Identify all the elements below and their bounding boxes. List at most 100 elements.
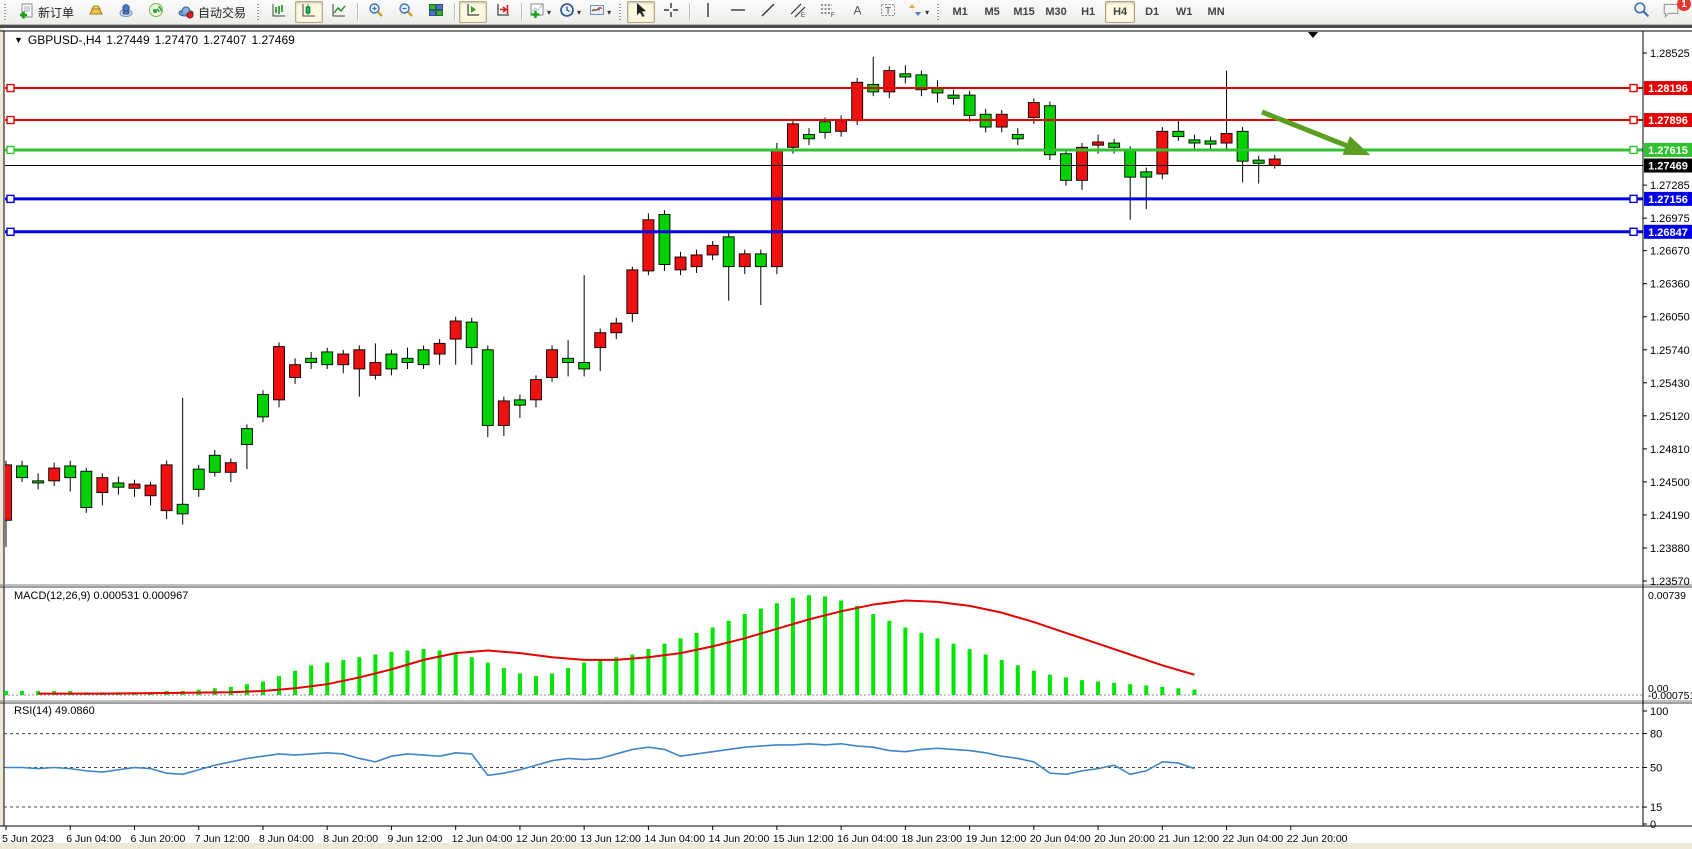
svg-text:1.24190: 1.24190	[1650, 510, 1690, 522]
toolbar-grip[interactable]	[618, 4, 624, 20]
fibonacci-button[interactable]: F	[814, 1, 842, 23]
arrows-button[interactable]: ▾	[904, 1, 932, 23]
auto-scroll-button[interactable]	[459, 1, 488, 23]
timeframe-h4[interactable]: H4	[1105, 1, 1136, 23]
crosshair-button[interactable]	[657, 1, 685, 23]
text-label-button[interactable]: T	[874, 1, 902, 23]
timeframe-m5[interactable]: M5	[984, 6, 1000, 18]
timeframe-h1[interactable]: H1	[1081, 6, 1096, 18]
svg-text:80: 80	[1650, 729, 1662, 741]
zoom-out-icon	[398, 2, 414, 23]
navigator-button[interactable]	[112, 1, 140, 23]
vertical-line-button[interactable]	[694, 1, 722, 23]
new-order-icon	[18, 3, 34, 22]
svg-text:0: 0	[1650, 819, 1656, 831]
search-button[interactable]	[1627, 1, 1655, 23]
svg-text:1.25120: 1.25120	[1650, 411, 1690, 423]
vertical-line-icon	[700, 2, 716, 23]
timeframe-group: M1 M5 M15 M30 H1 H4 D1 W1 MN	[944, 1, 1232, 23]
signals-icon	[148, 2, 164, 23]
equidistant-channel-button[interactable]: E	[784, 1, 812, 23]
text-button[interactable]: A	[844, 1, 872, 23]
candlestick-chart-button[interactable]	[295, 1, 324, 23]
symbol-timeframe: GBPUSD-,H4	[27, 33, 102, 47]
crosshair-icon	[663, 2, 679, 23]
timeframe-w1[interactable]: W1	[1175, 6, 1193, 18]
horizontal-line-icon	[730, 2, 746, 23]
svg-text:21 Jun 12:00: 21 Jun 12:00	[1158, 833, 1219, 845]
new-order-button[interactable]: 新订单	[12, 1, 80, 23]
svg-text:1.28525: 1.28525	[1650, 48, 1690, 60]
trendline-icon	[760, 2, 776, 23]
svg-text:100: 100	[1650, 706, 1668, 718]
indicators-dropdown-caret[interactable]: ▾	[547, 7, 552, 17]
line-chart-button[interactable]	[325, 1, 353, 23]
templates-dropdown-caret[interactable]: ▾	[607, 7, 612, 17]
zoom-out-button[interactable]	[392, 1, 420, 23]
svg-text:22 Jun 20:00: 22 Jun 20:00	[1287, 833, 1348, 845]
chart-plot-area[interactable]: 1.28525 1.27285 1.26975 1.26670 1.26360 1.260…	[0, 28, 1692, 849]
svg-text:19 Jun 12:00: 19 Jun 12:00	[966, 833, 1027, 845]
trendline-button[interactable]	[754, 1, 782, 23]
svg-text:1.24500: 1.24500	[1650, 477, 1690, 489]
svg-text:1.26050: 1.26050	[1650, 312, 1690, 324]
svg-text:16 Jun 04:00: 16 Jun 04:00	[837, 833, 898, 845]
periods-dropdown-caret[interactable]: ▾	[577, 7, 582, 17]
ohlc-low: 1.27407	[203, 33, 247, 47]
market-watch-button[interactable]	[82, 1, 110, 23]
auto-trading-button[interactable]: 自动交易	[172, 1, 252, 23]
zoom-in-button[interactable]	[362, 1, 390, 23]
svg-text:14 Jun 04:00: 14 Jun 04:00	[644, 833, 705, 845]
toolbar-grip[interactable]	[936, 4, 942, 20]
svg-text:12 Jun 04:00: 12 Jun 04:00	[452, 833, 513, 845]
svg-text:1.24810: 1.24810	[1650, 444, 1690, 456]
timeframe-mn[interactable]: MN	[1207, 6, 1225, 18]
ohlc-high: 1.27470	[154, 33, 199, 47]
svg-text:0.00739: 0.00739	[1648, 590, 1686, 602]
svg-text:1.26847: 1.26847	[1648, 227, 1688, 239]
templates-icon	[589, 2, 605, 23]
svg-text:14 Jun 20:00: 14 Jun 20:00	[709, 833, 770, 845]
toolbar-grip[interactable]	[256, 4, 262, 20]
text-label-icon: T	[880, 2, 896, 23]
svg-text:8 Jun 04:00: 8 Jun 04:00	[259, 833, 314, 845]
notifications-button[interactable]: 1	[1657, 0, 1691, 23]
equidistant-channel-icon: E	[790, 2, 806, 23]
svg-text:A: A	[854, 3, 862, 17]
timeframe-m15[interactable]: M15	[1013, 6, 1035, 18]
svg-text:E: E	[801, 13, 805, 18]
svg-text:1.25430: 1.25430	[1650, 378, 1690, 390]
chart-shift-button[interactable]	[489, 1, 517, 23]
bar-chart-button[interactable]	[265, 1, 293, 23]
svg-text:0.00: 0.00	[1648, 683, 1669, 695]
svg-text:F: F	[831, 13, 835, 18]
tile-windows-button[interactable]	[422, 1, 450, 23]
svg-text:8 Jun 20:00: 8 Jun 20:00	[323, 833, 378, 845]
svg-text:1.23570: 1.23570	[1650, 576, 1690, 588]
indicators-button[interactable]: ▾	[526, 1, 554, 23]
timeframe-m1[interactable]: M1	[952, 6, 968, 18]
toolbar-grip[interactable]	[3, 4, 8, 20]
toolbar-divider	[0, 25, 1692, 28]
timeframe-d1[interactable]: D1	[1145, 6, 1160, 18]
templates-button[interactable]: ▾	[586, 1, 614, 23]
timeframe-m30[interactable]: M30	[1045, 6, 1067, 18]
svg-text:20 Jun 04:00: 20 Jun 04:00	[1030, 833, 1091, 845]
periods-button[interactable]: ▾	[556, 1, 584, 23]
signals-button[interactable]	[142, 1, 170, 23]
svg-text:12 Jun 20:00: 12 Jun 20:00	[516, 833, 577, 845]
svg-text:13 Jun 12:00: 13 Jun 12:00	[580, 833, 641, 845]
ohlc-open: 1.27449	[106, 33, 150, 47]
auto-trading-icon	[178, 3, 194, 22]
svg-text:1.27285: 1.27285	[1650, 180, 1690, 192]
horizontal-line-button[interactable]	[724, 1, 752, 23]
svg-text:50: 50	[1650, 763, 1662, 775]
fibonacci-icon: F	[820, 2, 836, 23]
svg-text:1.27615: 1.27615	[1648, 145, 1688, 157]
svg-text:1.23880: 1.23880	[1650, 543, 1690, 555]
cursor-button[interactable]	[627, 1, 656, 23]
arrows-dropdown-caret[interactable]: ▾	[925, 7, 930, 17]
arrows-icon	[907, 2, 923, 23]
chart-menu-icon[interactable]: ▼	[14, 35, 23, 45]
indicators-icon	[529, 2, 545, 23]
